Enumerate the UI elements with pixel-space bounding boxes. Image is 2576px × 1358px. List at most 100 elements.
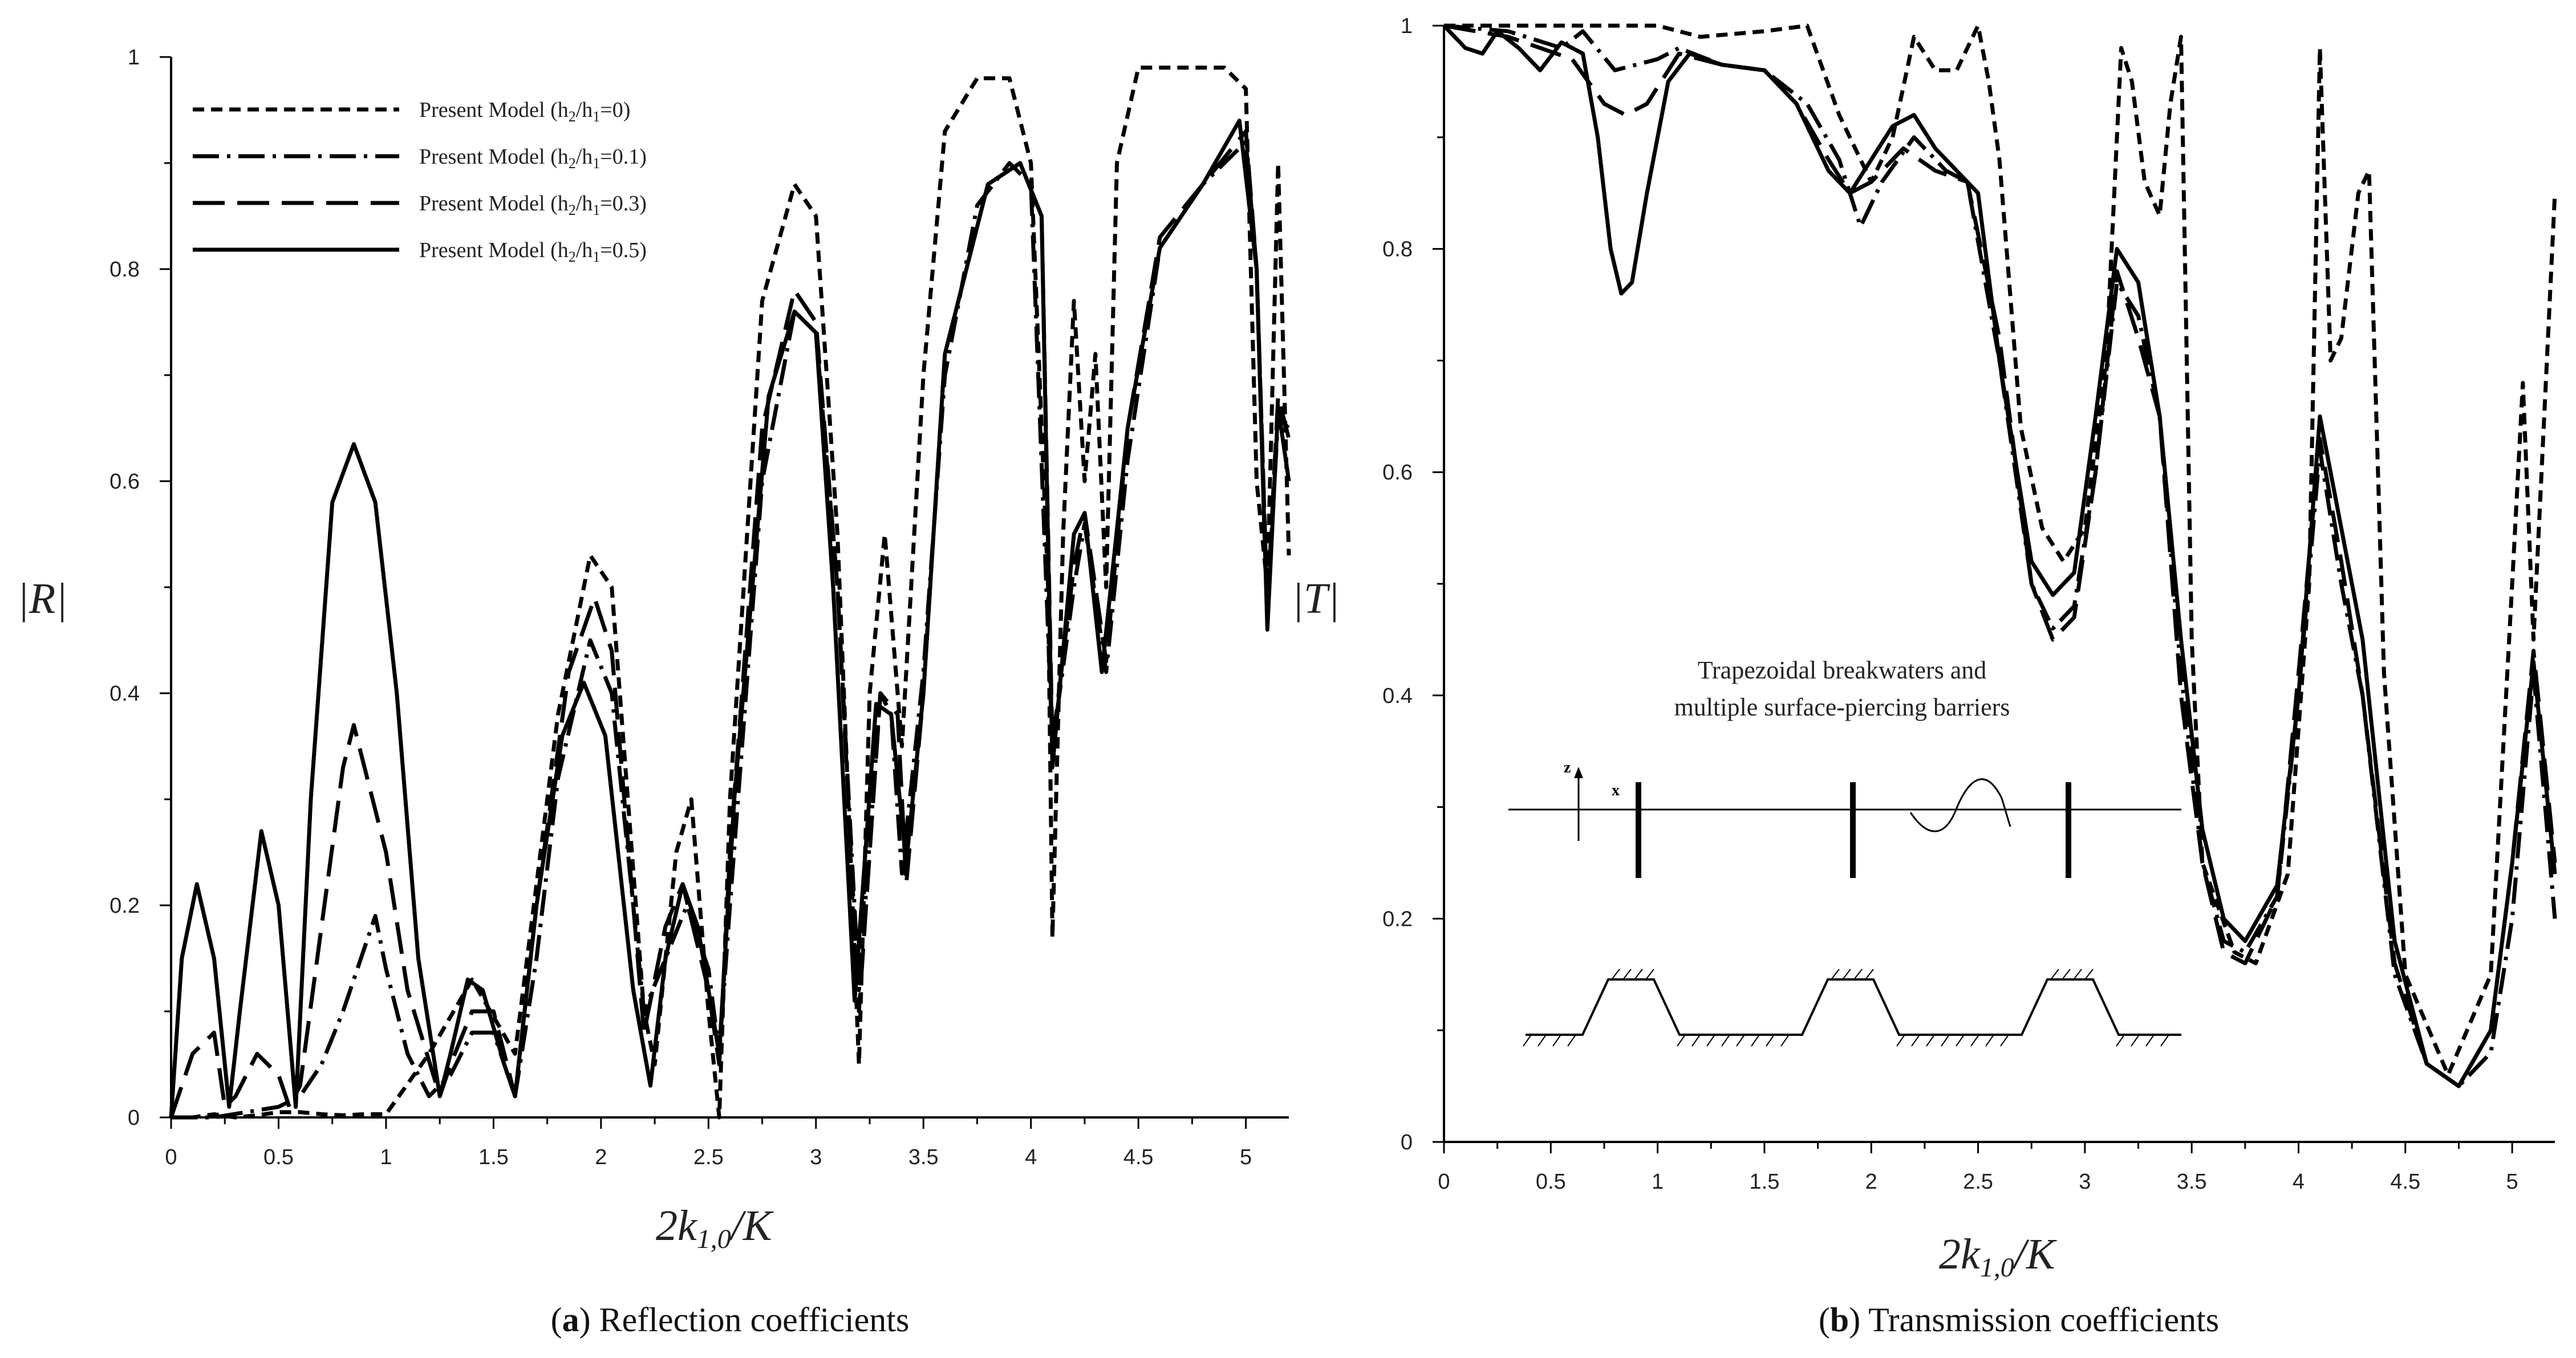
hatch-mark: [1677, 1034, 1686, 1047]
y-tick-label: 0.2: [1382, 907, 1413, 931]
y-ticks: 0 0.2 0.4 0.6 0.8 1: [1382, 14, 1444, 1154]
hatch-mark: [2145, 1034, 2155, 1047]
hatch-mark: [1538, 1034, 1547, 1047]
hatch-mark: [1645, 969, 1654, 980]
hatch-mark: [1853, 969, 1863, 980]
barrier-3: [2066, 782, 2071, 878]
x-tick-label: 1: [1652, 1170, 1664, 1194]
series-line: [1443, 23, 2557, 1088]
legend-label: Present Model (h2/h1=0.5): [419, 238, 647, 265]
x-tick-label: 0: [1438, 1170, 1450, 1194]
hatch-mark: [1751, 1034, 1760, 1047]
x-tick-label: 0.5: [1536, 1170, 1566, 1194]
y-tick-label: 0.6: [109, 470, 140, 494]
x-tick-label: 0.5: [263, 1145, 294, 1169]
x-tick-label: 4.5: [1123, 1145, 1154, 1169]
panel-label: a: [562, 1301, 579, 1339]
y-axis-title: |R|: [17, 575, 67, 623]
reflection-chart: 0 0.2 0.4 0.6 0.8 1 0 0.5 1 1.5 2 2.5 3 3.5 4 4.5 5 |R|…: [17, 46, 1291, 1339]
x-tick-label: 5: [1240, 1145, 1252, 1169]
hatch-mark: [1842, 969, 1851, 980]
hatch-mark: [2131, 1034, 2140, 1047]
hatch-mark: [1766, 1034, 1775, 1047]
legend-label: Present Model (h2/h1=0.3): [419, 192, 647, 218]
hatch-mark: [1634, 969, 1643, 980]
legend-label: Present Model (h2/h1=0.1): [419, 145, 647, 172]
caption: (a) Reflection coefficients: [551, 1301, 910, 1339]
x-tick-label: 2: [1865, 1170, 1877, 1194]
legend: Present Model (h2/h1=0) Present Model (h2…: [193, 98, 647, 265]
x-tick-label: 5: [2506, 1170, 2518, 1194]
y-tick-label: 0.8: [1382, 238, 1413, 262]
series-line: [1442, 24, 2557, 1088]
series-line: [1443, 23, 2557, 1088]
x-tick-label: 3.5: [908, 1145, 939, 1169]
y-tick-label: 0.6: [1382, 461, 1413, 485]
y-tick-label: 0.8: [109, 258, 140, 282]
x-tick-label: 2: [595, 1145, 607, 1169]
x-label: x: [1612, 782, 1620, 799]
caption-text: Reflection coefficients: [599, 1301, 910, 1339]
hatch-mark: [1911, 1034, 1920, 1047]
y-tick-label: 0.4: [1382, 684, 1413, 708]
series-line: [169, 129, 1291, 1119]
series-line: [169, 119, 1291, 1118]
x-tick-label: 0: [165, 1145, 177, 1169]
series-group: [169, 66, 1291, 1120]
panel-label: b: [1830, 1301, 1849, 1339]
hatch-mark: [1926, 1034, 1935, 1047]
x-tick-label: 4: [1025, 1145, 1037, 1169]
y-tick-label: 1: [128, 46, 140, 70]
hatch-mark: [1691, 1034, 1701, 1047]
y-tick-label: 1: [1401, 14, 1413, 38]
x-tick-label: 3.5: [2177, 1170, 2207, 1194]
y-tick-label: 0.2: [109, 894, 140, 918]
caption: (b) Transmission coefficients: [1819, 1301, 2219, 1339]
legend-label: Present Model (h2/h1=0): [419, 98, 630, 125]
hatch-mark: [1956, 1034, 1965, 1047]
y-tick-label: 0: [128, 1106, 140, 1130]
hatch-mark: [2050, 969, 2059, 980]
x-tick-label: 4: [2293, 1170, 2305, 1194]
hatch-mark: [1706, 1034, 1715, 1047]
hatch-mark: [2062, 969, 2071, 980]
hatch-mark: [1523, 1034, 1532, 1047]
transmission-chart: 0 0.2 0.4 0.6 0.8 1 0 0.5 1 1.5 2 2.5 3 3.5 4 4.5 5 |T|…: [1292, 14, 2557, 1339]
x-tick-label: 1.5: [478, 1145, 509, 1169]
x-axis-title: 2k1,0/K: [656, 1202, 774, 1254]
x-tick-label: 4.5: [2390, 1170, 2420, 1194]
hatch-mark: [2073, 969, 2082, 980]
breakwater-schematic: Trapezoidal breakwaters and multiple sur…: [1508, 656, 2181, 1047]
hatch-mark: [1970, 1034, 1979, 1047]
hatch-mark: [1831, 969, 1840, 980]
x-tick-label: 2.5: [1963, 1170, 1993, 1194]
y-tick-label: 0: [1401, 1131, 1413, 1154]
hatch-mark: [2160, 1034, 2169, 1047]
x-tick-label: 3: [810, 1145, 822, 1169]
annotation-line-1: Trapezoidal breakwaters and: [1698, 656, 1987, 684]
z-label: z: [1564, 759, 1571, 776]
x-tick-label: 2.5: [693, 1145, 724, 1169]
annotation-line-2: multiple surface-piercing barriers: [1674, 693, 2010, 721]
y-tick-label: 0.4: [109, 682, 140, 706]
hatch-mark: [1622, 969, 1632, 980]
barrier-2: [1850, 782, 1856, 878]
hatch-mark: [1611, 969, 1620, 980]
series-line: [171, 140, 1291, 1120]
seabed-profile: [1526, 978, 2181, 1036]
hatch-mark: [1896, 1034, 1905, 1047]
hatch-mark: [1721, 1034, 1730, 1047]
barrier-1: [1636, 782, 1641, 878]
x-ticks: 0 0.5 1 1.5 2 2.5 3 3.5 4 4.5 5: [165, 1117, 1252, 1169]
seabed-hatching: [1523, 969, 2169, 1047]
x-tick-label: 1: [380, 1145, 392, 1169]
y-ticks: 0 0.2 0.4 0.6 0.8 1: [109, 46, 171, 1130]
hatch-mark: [1985, 1034, 1994, 1047]
hatch-mark: [1941, 1034, 1950, 1047]
hatch-mark: [1552, 1034, 1561, 1047]
x-tick-label: 1.5: [1750, 1170, 1780, 1194]
wave-icon: [1909, 778, 2011, 832]
y-axis-title: |T|: [1292, 575, 1340, 623]
hatch-mark: [2116, 1034, 2125, 1047]
